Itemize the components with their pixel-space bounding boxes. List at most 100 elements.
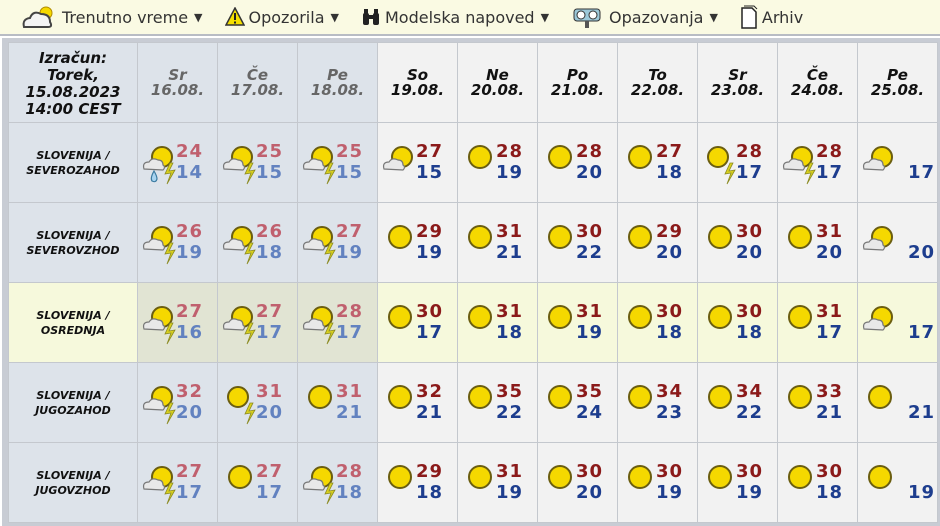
forecast-cell[interactable]: 31 20 <box>777 202 858 283</box>
nav-trenutno-vreme[interactable]: Trenutno vreme ▼ <box>20 4 203 30</box>
forecast-cell[interactable]: 30 18 <box>697 282 778 363</box>
region-name[interactable]: SLOVENIJA / SEVEROZAHOD <box>8 122 138 203</box>
partly-cloudy-icon <box>382 143 428 193</box>
forecast-cell[interactable]: 33 21 <box>777 362 858 443</box>
sunny-icon <box>462 143 508 193</box>
forecast-cell[interactable]: 35 24 <box>537 362 618 443</box>
forecast-cell[interactable]: 30 20 <box>697 202 778 283</box>
forecast-cell[interactable]: 29 20 <box>617 202 698 283</box>
max-temperature: 29 <box>415 461 443 482</box>
forecast-cell[interactable]: 26 19 <box>137 202 218 283</box>
forecast-cell[interactable]: 28 17 <box>297 282 378 363</box>
forecast-cell[interactable]: 28 20 <box>537 122 618 203</box>
forecast-cell[interactable]: 31 21 <box>457 202 538 283</box>
forecast-cell[interactable]: 31 17 <box>777 282 858 363</box>
forecast-cell[interactable]: 30 18 <box>617 282 698 363</box>
nav-opozorila[interactable]: Opozorila ▼ <box>224 7 339 27</box>
min-temperature: 19 <box>495 482 523 503</box>
sunny-storm-icon <box>702 143 748 193</box>
forecast-cell[interactable]: 28 19 <box>457 122 538 203</box>
max-temperature: 31 <box>575 301 603 322</box>
cloud-sun-icon <box>20 4 62 30</box>
max-temperature: 31 <box>815 221 843 242</box>
partly-cloudy-icon <box>862 303 908 353</box>
forecast-cell[interactable]: 30 22 <box>537 202 618 283</box>
forecast-cell[interactable]: 34 23 <box>617 362 698 443</box>
min-temperature: 20 <box>255 402 283 423</box>
region-part: SEVEROZAHOD <box>26 163 120 177</box>
max-temperature: 28 <box>815 141 843 162</box>
forecast-cell[interactable]: 24 14 <box>137 122 218 203</box>
forecast-cell[interactable]: 25 15 <box>217 122 298 203</box>
forecast-cell[interactable]: 27 19 <box>297 202 378 283</box>
day-header: Če 24.08. <box>777 42 858 123</box>
min-temperature: 17 <box>815 322 843 343</box>
forecast-cell[interactable]: 32 21 <box>377 362 458 443</box>
forecast-cell[interactable]: 27 17 <box>217 442 298 523</box>
max-temperature: 27 <box>255 461 283 482</box>
forecast-cell[interactable]: 30 19 <box>617 442 698 523</box>
max-temperature: 24 <box>175 141 203 162</box>
sunny-icon <box>542 143 588 193</box>
forecast-cell[interactable]: 19 <box>857 442 938 523</box>
min-temperature: 17 <box>175 482 203 503</box>
forecast-cell[interactable]: 31 20 <box>217 362 298 443</box>
day-date: 23.08. <box>710 80 765 99</box>
forecast-cell[interactable]: 27 18 <box>617 122 698 203</box>
region-name[interactable]: SLOVENIJA / OSREDNJA <box>8 282 138 363</box>
issue-label: Izračun: <box>38 48 108 67</box>
forecast-cell[interactable]: 30 18 <box>777 442 858 523</box>
forecast-cell[interactable]: 31 19 <box>537 282 618 363</box>
min-temperature: 17 <box>907 322 935 343</box>
region-name[interactable]: SLOVENIJA / JUGOVZHOD <box>8 442 138 523</box>
forecast-cell[interactable]: 31 18 <box>457 282 538 363</box>
forecast-cell[interactable]: 25 15 <box>297 122 378 203</box>
max-temperature: 31 <box>495 461 523 482</box>
forecast-cell[interactable]: 34 22 <box>697 362 778 443</box>
forecast-cell[interactable]: 27 17 <box>217 282 298 363</box>
day-date: 22.08. <box>630 80 685 99</box>
sunny-icon <box>542 303 588 353</box>
min-temperature: 24 <box>575 402 603 423</box>
sunny-icon <box>622 463 668 513</box>
max-temperature: 29 <box>655 221 683 242</box>
forecast-cell[interactable]: 32 20 <box>137 362 218 443</box>
sunny-icon <box>702 303 748 353</box>
forecast-cell[interactable]: 30 20 <box>537 442 618 523</box>
forecast-cell[interactable]: 27 17 <box>137 442 218 523</box>
forecast-cell[interactable]: 35 22 <box>457 362 538 443</box>
sunny-icon <box>862 463 908 513</box>
nav-arhiv[interactable]: Arhiv <box>740 5 803 29</box>
forecast-cell[interactable]: 20 <box>857 202 938 283</box>
forecast-cell[interactable]: 17 <box>857 122 938 203</box>
forecast-cell[interactable]: 27 16 <box>137 282 218 363</box>
forecast-cell[interactable]: 17 <box>857 282 938 363</box>
max-temperature: 34 <box>735 381 763 402</box>
day-header: Če 17.08. <box>217 42 298 123</box>
min-temperature: 21 <box>495 242 523 263</box>
min-temperature: 20 <box>815 242 843 263</box>
forecast-cell[interactable]: 31 19 <box>457 442 538 523</box>
day-name: Sr <box>728 65 747 84</box>
binoculars-icon <box>361 8 385 26</box>
forecast-cell[interactable]: 29 19 <box>377 202 458 283</box>
issue-time: 14:00 CEST <box>25 99 121 118</box>
forecast-cell[interactable]: 26 18 <box>217 202 298 283</box>
nav-label: Opazovanja <box>609 7 704 27</box>
forecast-cell[interactable]: 28 18 <box>297 442 378 523</box>
forecast-cell[interactable]: 30 19 <box>697 442 778 523</box>
forecast-cell[interactable]: 28 17 <box>777 122 858 203</box>
forecast-cell[interactable]: 29 18 <box>377 442 458 523</box>
min-temperature: 18 <box>655 162 683 183</box>
forecast-cell[interactable]: 27 15 <box>377 122 458 203</box>
forecast-cell[interactable]: 31 21 <box>297 362 378 443</box>
forecast-cell[interactable]: 21 <box>857 362 938 443</box>
region-name[interactable]: SLOVENIJA / JUGOZAHOD <box>8 362 138 443</box>
forecast-cell[interactable]: 30 17 <box>377 282 458 363</box>
region-name[interactable]: SLOVENIJA / SEVEROVZHOD <box>8 202 138 283</box>
nav-opazovanja[interactable]: Opazovanja ▼ <box>571 5 718 29</box>
day-date: 25.08. <box>870 80 925 99</box>
nav-modelska-napoved[interactable]: Modelska napoved ▼ <box>361 8 549 27</box>
min-temperature: 17 <box>255 322 283 343</box>
forecast-cell[interactable]: 28 17 <box>697 122 778 203</box>
